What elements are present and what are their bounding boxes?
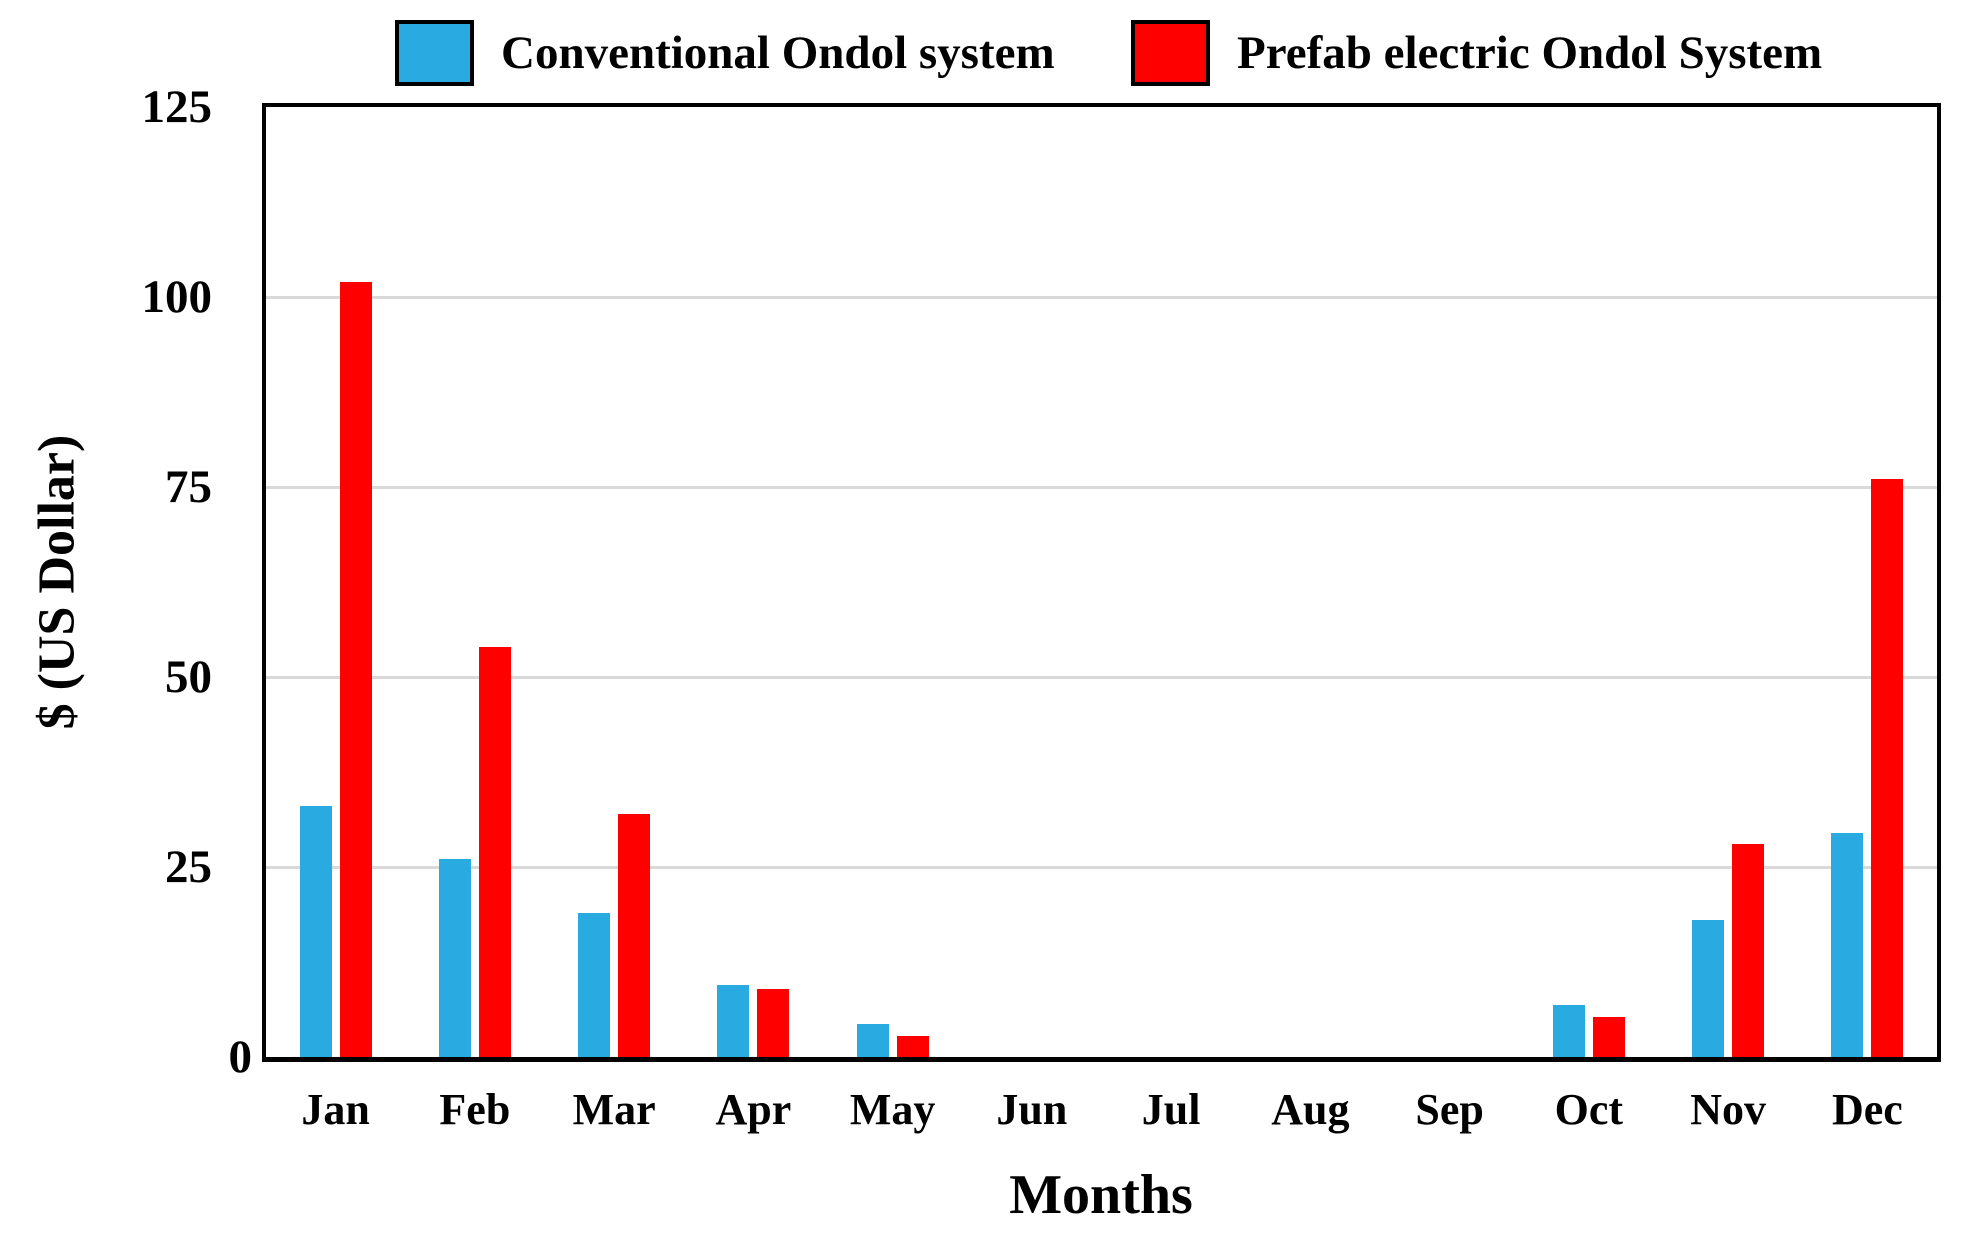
bar-prefab-jan xyxy=(339,281,372,1057)
x-tick-label-may: May xyxy=(849,1085,936,1134)
bar-prefab-dec xyxy=(1871,479,1904,1057)
bar-prefab-may xyxy=(896,1036,929,1057)
y-tick-label-25: 25 xyxy=(165,841,212,893)
x-tick-label-dec: Dec xyxy=(1831,1085,1903,1134)
bar-conventional-apr xyxy=(717,984,750,1057)
bar-prefab-feb xyxy=(478,646,511,1057)
bar-conventional-nov xyxy=(1692,920,1725,1057)
bar-conventional-jan xyxy=(299,806,332,1057)
x-tick-label-jan: Jan xyxy=(301,1085,370,1134)
y-tick-label-0: 0 xyxy=(228,1031,253,1083)
x-tick-label-sep: Sep xyxy=(1415,1085,1484,1134)
x-tick-label-feb: Feb xyxy=(439,1085,511,1134)
y-tick-label-125: 125 xyxy=(141,81,213,133)
bar-conventional-dec xyxy=(1831,832,1864,1057)
y-tick-label-100: 100 xyxy=(141,271,213,323)
x-tick-label-apr: Apr xyxy=(715,1085,792,1134)
gridline-100 xyxy=(266,295,1937,299)
bar-prefab-mar xyxy=(618,813,651,1057)
x-tick-label-mar: Mar xyxy=(572,1085,656,1134)
plot-area xyxy=(262,103,1941,1062)
y-tick-label-50: 50 xyxy=(165,651,212,703)
x-tick-label-jun: Jun xyxy=(996,1085,1068,1134)
legend-swatch-prefab xyxy=(1131,20,1210,86)
x-tick-label-aug: Aug xyxy=(1271,1085,1350,1134)
legend-item-conventional: Conventional Ondol system xyxy=(395,20,1055,86)
legend-label-prefab: Prefab electric Ondol System xyxy=(1237,27,1823,79)
bar-prefab-apr xyxy=(757,988,790,1057)
bar-conventional-oct xyxy=(1552,1005,1585,1057)
bar-conventional-mar xyxy=(578,912,611,1057)
bar-prefab-oct xyxy=(1592,1016,1625,1057)
y-tick-label-75: 75 xyxy=(165,461,212,513)
x-tick-label-nov: Nov xyxy=(1690,1085,1767,1134)
x-tick-label-oct: Oct xyxy=(1554,1085,1624,1134)
gridline-25 xyxy=(266,865,1937,869)
legend-label-conventional: Conventional Ondol system xyxy=(501,27,1055,79)
bar-conventional-feb xyxy=(438,859,471,1057)
bar-prefab-nov xyxy=(1732,844,1765,1057)
bar-conventional-may xyxy=(856,1023,889,1057)
legend-swatch-conventional xyxy=(395,20,474,86)
x-tick-label-jul: Jul xyxy=(1141,1085,1201,1134)
x-axis-title: Months xyxy=(1009,1164,1193,1226)
gridline-50 xyxy=(266,675,1937,679)
gridline-75 xyxy=(266,485,1937,489)
legend-item-prefab: Prefab electric Ondol System xyxy=(1131,20,1822,86)
